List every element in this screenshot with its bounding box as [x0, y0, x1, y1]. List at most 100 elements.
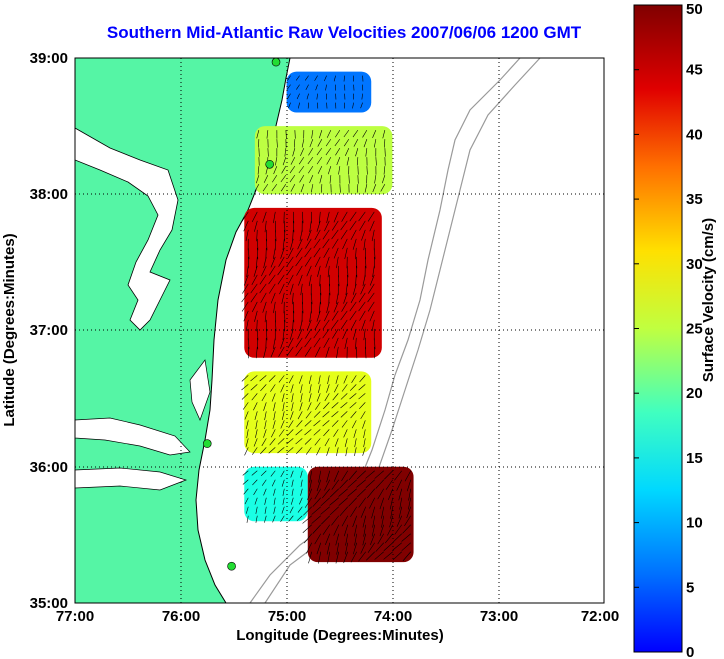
velocity-arrow	[291, 402, 294, 412]
velocity-arrow	[406, 479, 412, 492]
velocity-arrow	[295, 247, 303, 258]
velocity-arrow	[317, 165, 323, 174]
velocity-arrow	[273, 301, 276, 314]
velocity-arrow	[346, 265, 349, 278]
velocity-arrow	[319, 292, 322, 305]
velocity-arrow	[270, 292, 276, 304]
velocity-arrow	[241, 375, 249, 382]
velocity-arrow	[344, 337, 348, 350]
velocity-arrow	[359, 310, 366, 321]
velocity-arrow	[369, 497, 376, 509]
velocity-arrow	[282, 157, 287, 166]
velocity-arrow	[280, 384, 285, 393]
velocity-arrow	[325, 346, 330, 358]
velocity-arrow	[374, 470, 384, 479]
velocity-arrow	[242, 479, 249, 485]
x-axis-label: Longitude (Degrees:Minutes)	[236, 627, 444, 644]
velocity-arrow	[289, 328, 294, 340]
velocity-arrow	[327, 265, 330, 278]
velocity-arrow	[251, 470, 258, 476]
velocity-arrow	[339, 184, 341, 193]
velocity-arrow	[265, 337, 267, 350]
map-body	[75, 58, 604, 603]
velocity-arrow	[341, 211, 348, 222]
x-axis: 77:00 76:00 75:00 74:00 73:00 72:00	[56, 608, 619, 625]
velocity-arrow	[367, 292, 375, 303]
velocity-arrow	[345, 147, 350, 156]
velocity-arrow	[251, 274, 258, 285]
y-tick-label: 35:00	[30, 595, 68, 612]
velocity-arrow	[268, 447, 276, 454]
velocity-arrow	[320, 506, 330, 515]
velocity-arrow	[361, 319, 366, 331]
velocity-arrow	[353, 524, 358, 537]
colorbar-tick-label: 0	[686, 644, 694, 659]
velocity-arrow	[304, 438, 312, 445]
velocity-arrow	[315, 402, 321, 410]
velocity-arrow	[300, 470, 303, 478]
velocity-arrow	[309, 384, 312, 394]
velocity-arrow	[316, 147, 323, 156]
velocity-arrow	[325, 147, 332, 156]
velocity-arrow	[335, 533, 340, 546]
velocity-arrow	[360, 283, 366, 295]
velocity-arrow	[317, 265, 321, 277]
velocity-arrow	[333, 211, 339, 223]
velocity-arrow	[281, 506, 285, 514]
velocity-arrow	[343, 75, 345, 82]
velocity-arrow	[316, 93, 318, 100]
velocity-arrow	[379, 497, 385, 510]
velocity-arrow	[274, 319, 277, 332]
velocity-arrow	[245, 506, 249, 514]
velocity-arrow	[329, 497, 339, 506]
velocity-arrow	[363, 328, 366, 341]
velocity-arrow	[263, 174, 269, 183]
velocity-arrow	[241, 301, 249, 312]
velocity-arrow	[254, 220, 258, 232]
velocity-arrow	[323, 75, 327, 82]
velocity-arrow	[358, 292, 366, 303]
velocity-arrow	[299, 402, 303, 411]
velocity-arrow	[355, 148, 359, 157]
velocity-arrow	[280, 515, 285, 523]
velocity-arrow	[245, 438, 249, 447]
velocity-arrow	[273, 411, 276, 421]
velocity-arrow	[340, 393, 348, 400]
velocity-arrow	[332, 328, 339, 339]
velocity-arrow	[344, 247, 348, 260]
velocity-arrow	[316, 156, 323, 165]
velocity-arrow	[303, 533, 312, 544]
velocity-arrow	[329, 175, 332, 184]
velocity-arrow	[305, 447, 312, 455]
station-marker	[271, 58, 281, 67]
velocity-arrow	[296, 447, 303, 455]
velocity-arrow	[325, 256, 330, 268]
velocity-arrow	[361, 229, 366, 241]
velocity-region	[244, 466, 308, 522]
velocity-arrow	[347, 479, 357, 488]
velocity-arrow	[361, 93, 363, 100]
velocity-arrow	[373, 139, 377, 148]
velocity-arrow	[398, 488, 403, 501]
velocity-arrow	[268, 274, 276, 285]
inland-water	[75, 417, 191, 456]
velocity-arrow	[365, 470, 375, 479]
velocity-arrow	[318, 384, 321, 394]
velocity-arrow	[326, 211, 330, 223]
velocity-arrow	[322, 420, 330, 427]
velocity-arrow	[335, 551, 340, 564]
velocity-arrow	[340, 229, 348, 240]
velocity-arrow	[326, 447, 330, 456]
velocity-arrow	[383, 551, 393, 560]
velocity-arrow	[276, 139, 278, 148]
velocity-arrow	[253, 438, 258, 447]
velocity-arrow	[307, 156, 314, 165]
velocity-arrow	[329, 488, 339, 498]
velocity-arrow	[366, 488, 375, 499]
velocity-arrow	[267, 148, 269, 157]
velocity-arrow	[272, 174, 278, 183]
velocity-arrow	[326, 384, 330, 393]
velocity-arrow	[341, 515, 349, 527]
velocity-arrow	[342, 238, 348, 250]
velocity-arrow	[288, 515, 294, 522]
